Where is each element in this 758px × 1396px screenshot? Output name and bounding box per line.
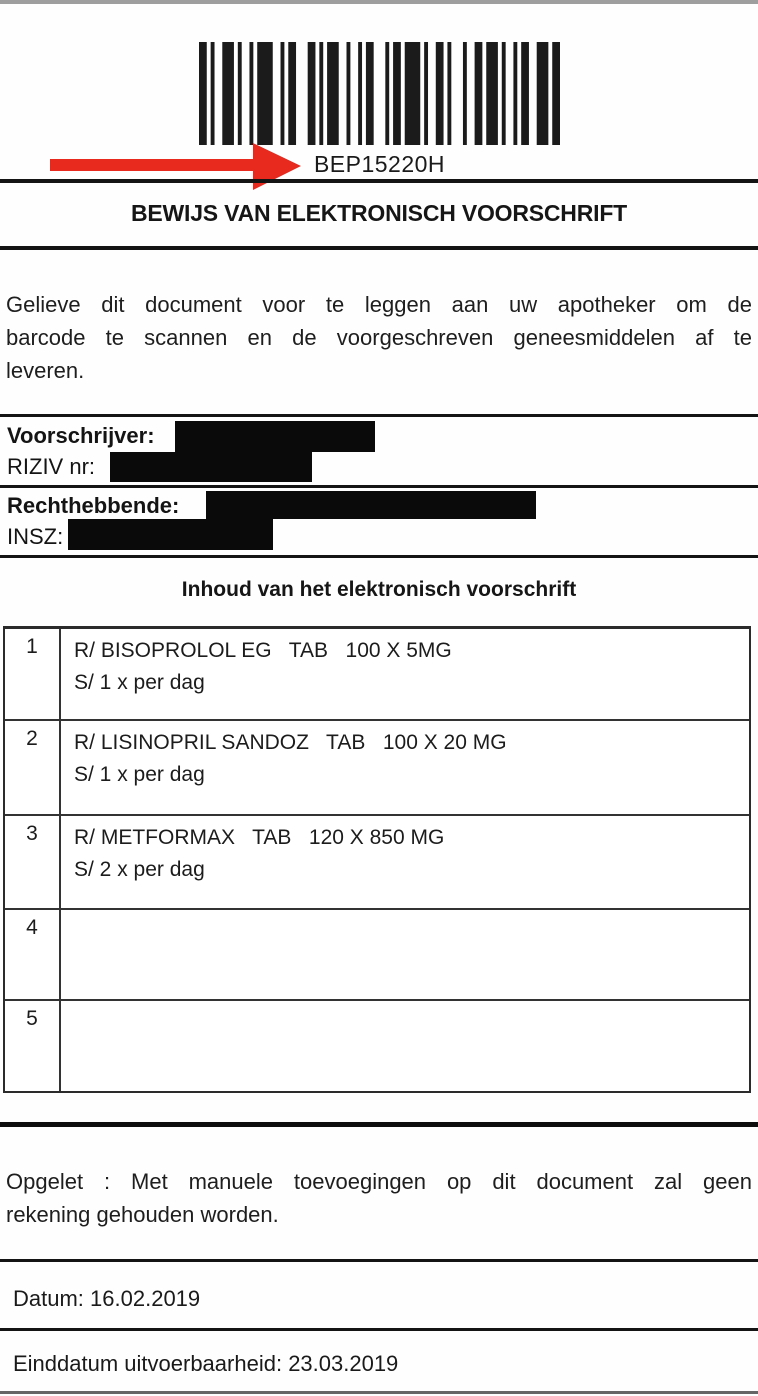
medication-line: R/ METFORMAX TAB 120 X 850 MG <box>74 826 445 849</box>
medication-line: R/ BISOPROLOL EG TAB 100 X 5MG <box>74 639 452 662</box>
divider-line <box>0 414 758 417</box>
table-row: 5 <box>5 999 749 1091</box>
warning-line: rekening gehouden worden. <box>6 1202 279 1227</box>
table-row: 3 R/ METFORMAX TAB 120 X 850 MG S/ 2 x p… <box>5 814 749 908</box>
barcode-bars <box>199 42 560 145</box>
einddatum-value: 23.03.2019 <box>288 1351 399 1376</box>
riziv-label: RIZIV nr: <box>7 454 96 479</box>
dosage-line: S/ 1 x per dag <box>74 671 205 694</box>
table-row: 2 R/ LISINOPRIL SANDOZ TAB 100 X 20 MG S… <box>5 719 749 814</box>
row-number: 3 <box>5 816 61 908</box>
datum-label: Datum: <box>13 1286 84 1311</box>
row-number: 1 <box>5 629 61 719</box>
warning-paragraph: Opgelet : Met manuele toevoegingen op di… <box>6 1165 752 1231</box>
row-description <box>61 910 749 999</box>
dosage-line: S/ 2 x per dag <box>74 858 205 881</box>
divider-line <box>0 555 758 558</box>
row-description: R/ METFORMAX TAB 120 X 850 MG S/ 2 x per… <box>61 816 749 908</box>
intro-line: Gelieve dit document voor te leggen aan … <box>6 292 752 317</box>
row-number: 2 <box>5 721 61 814</box>
document-title: BEWIJS VAN ELEKTRONISCH VOORSCHRIFT <box>130 200 628 226</box>
intro-paragraph: Gelieve dit document voor te leggen aan … <box>6 288 752 387</box>
intro-line: barcode te scannen en de voorgeschreven … <box>6 325 752 350</box>
warning-line: Opgelet : Met manuele toevoegingen op di… <box>6 1169 752 1194</box>
scan-edge-strip <box>0 0 758 4</box>
row-description: R/ BISOPROLOL EG TAB 100 X 5MG S/ 1 x pe… <box>61 629 749 719</box>
patient-label: Rechthebbende: <box>7 493 180 518</box>
divider-line <box>0 179 758 183</box>
redaction-box-patient-name <box>206 491 536 519</box>
table-row: 4 <box>5 908 749 999</box>
table-heading: Inhoud van het elektronisch voorschrift <box>181 578 577 601</box>
row-description <box>61 1001 749 1091</box>
row-description: R/ LISINOPRIL SANDOZ TAB 100 X 20 MG S/ … <box>61 721 749 814</box>
redaction-box-riziv-number <box>110 452 312 482</box>
red-arrow-icon <box>50 143 301 190</box>
divider-line <box>0 1122 758 1127</box>
divider-line <box>0 246 758 250</box>
divider-line <box>0 1328 758 1331</box>
table-row: 1 R/ BISOPROLOL EG TAB 100 X 5MG S/ 1 x … <box>5 629 749 719</box>
divider-line <box>0 485 758 488</box>
row-number: 5 <box>5 1001 61 1091</box>
dosage-line: S/ 1 x per dag <box>74 763 205 786</box>
redaction-box-prescriber-name <box>175 421 375 452</box>
medication-line: R/ LISINOPRIL SANDOZ TAB 100 X 20 MG <box>74 731 507 754</box>
prescription-table: 1 R/ BISOPROLOL EG TAB 100 X 5MG S/ 1 x … <box>3 626 751 1093</box>
end-date-row: Einddatum uitvoerbaarheid: 23.03.2019 <box>13 1351 398 1377</box>
insz-label: INSZ: <box>7 524 64 549</box>
prescriber-label: Voorschrijver: <box>7 423 155 448</box>
redaction-box-insz-number <box>68 519 273 550</box>
intro-line: leveren. <box>6 358 85 383</box>
date-row: Datum: 16.02.2019 <box>13 1286 200 1312</box>
row-number: 4 <box>5 910 61 999</box>
einddatum-label: Einddatum uitvoerbaarheid: <box>13 1351 283 1376</box>
divider-line <box>0 1259 758 1262</box>
barcode-code-text: BEP15220H <box>313 151 446 177</box>
datum-value: 16.02.2019 <box>90 1286 201 1311</box>
barcode-image <box>199 42 560 145</box>
divider-line <box>0 1391 758 1394</box>
